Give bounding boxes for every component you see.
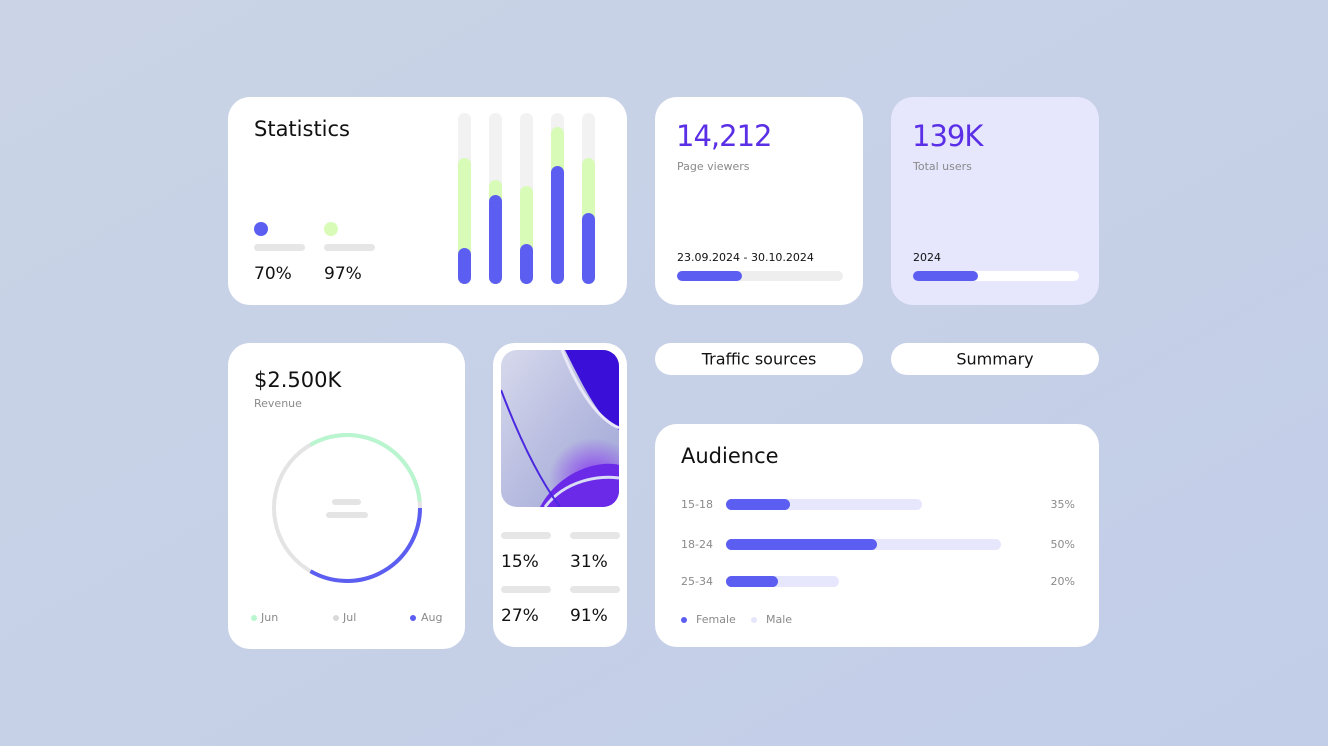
legend-dot [751, 617, 757, 623]
revenue-card: $2.500K Revenue Jun Jul Aug [228, 343, 465, 649]
bar-blue [489, 195, 502, 284]
legend-dot [324, 222, 338, 236]
kpi-label: Page viewers [677, 160, 750, 173]
button-label[interactable]: Summary [956, 350, 1033, 369]
placeholder [501, 586, 551, 593]
bar-fill [726, 576, 778, 587]
bar-blue [458, 248, 471, 284]
placeholder [324, 244, 375, 251]
row-value: 20% [1051, 575, 1075, 588]
row-label: 15-18 [681, 498, 713, 511]
audience-card: Audience 15-18 35% 18-24 50% 25-34 20% F… [655, 424, 1099, 647]
legend-dot [333, 615, 339, 621]
period: 23.09.2024 - 30.10.2024 [677, 251, 814, 264]
placeholder [501, 532, 551, 539]
button-bg[interactable] [655, 343, 863, 375]
metric: 91% [570, 606, 608, 626]
bar-blue [520, 244, 533, 284]
placeholder [254, 244, 305, 251]
kpi-label: Total users [912, 160, 972, 173]
donut-arc [309, 433, 422, 502]
card [228, 343, 465, 649]
card [655, 97, 863, 305]
card [891, 97, 1099, 305]
legend-dot [254, 222, 268, 236]
image-shape [540, 463, 619, 507]
donut-arc [309, 507, 422, 583]
progress-fill [913, 271, 978, 281]
card-title: Statistics [254, 117, 350, 141]
image-shape [565, 350, 619, 430]
placeholder [570, 532, 620, 539]
image-shape [560, 350, 619, 430]
card-title: Audience [681, 444, 779, 468]
bar-fill [726, 499, 790, 510]
placeholder [332, 499, 361, 505]
metric: 15% [501, 552, 539, 572]
kpi-label: Revenue [254, 397, 302, 410]
button-bg[interactable] [891, 343, 1099, 375]
metric: 31% [570, 552, 608, 572]
legend-label: Jul [342, 611, 356, 624]
legend-label: Jun [260, 611, 278, 624]
metric: 97% [324, 264, 362, 284]
abstract-image [501, 350, 619, 507]
placeholder [570, 586, 620, 593]
legend-label: Male [766, 613, 792, 626]
legend-label: Aug [421, 611, 442, 624]
button-label[interactable]: Traffic sources [701, 350, 817, 369]
bar-fill [726, 539, 877, 550]
row-value: 35% [1051, 498, 1075, 511]
image-card: 15% 31% 27% 91% [493, 343, 627, 647]
metric: 27% [501, 606, 539, 626]
bar-blue [551, 166, 564, 284]
legend-dot [410, 615, 416, 621]
row-label: 25-34 [681, 575, 713, 588]
progress-fill [677, 271, 742, 281]
card [655, 424, 1099, 647]
kpi-value: 139K [912, 119, 984, 153]
image-shape [501, 389, 561, 507]
page-viewers-card: 14,212 Page viewers 23.09.2024 - 30.10.2… [655, 97, 863, 305]
legend-dot [251, 615, 257, 621]
summary-button[interactable]: Summary [891, 343, 1099, 375]
mini-bars [458, 113, 595, 284]
kpi-value: $2.500K [254, 368, 342, 392]
row-label: 18-24 [681, 538, 713, 551]
statistics-card: Statistics 70% 97% [228, 97, 627, 305]
legend-label: Female [696, 613, 736, 626]
legend-dot [681, 617, 687, 623]
kpi-value: 14,212 [676, 119, 771, 153]
metric: 70% [254, 264, 292, 284]
image-shape [543, 475, 619, 507]
bar-blue [582, 213, 595, 284]
traffic-sources-button[interactable]: Traffic sources [655, 343, 863, 375]
row-value: 50% [1051, 538, 1075, 551]
placeholder [326, 512, 368, 518]
total-users-card: 139K Total users 2024 [891, 97, 1099, 305]
period: 2024 [913, 251, 941, 264]
